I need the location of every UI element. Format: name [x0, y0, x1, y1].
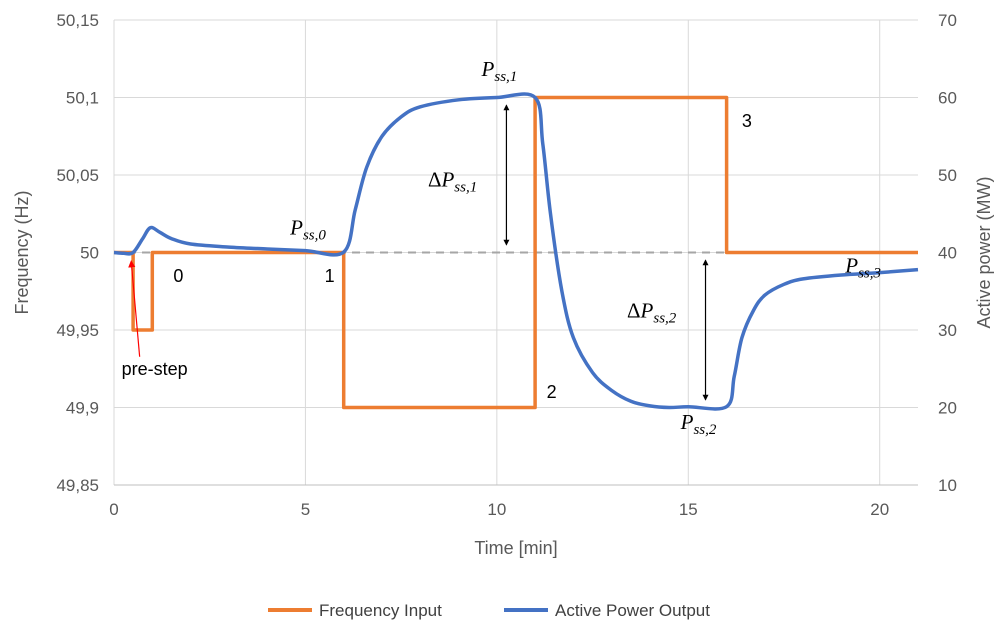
- math-label: ΔPss,2: [627, 299, 677, 327]
- y-axis-left-label: Frequency (Hz): [12, 190, 32, 314]
- axes-group: 0 5 10 15 2049,8549,949,955050,0550,150,1510…: [56, 11, 956, 519]
- y-left-tick-label: 50,1: [66, 89, 99, 108]
- x-tick-label: 5: [301, 500, 310, 519]
- y-left-tick-label: 50,15: [56, 11, 99, 30]
- annotation-label: pre-step: [122, 359, 188, 379]
- x-tick-label: 20: [870, 500, 889, 519]
- math-label: ΔPss,1: [428, 168, 477, 196]
- math-label: Pss,2: [680, 410, 717, 438]
- x-axis-label: Time [min]: [474, 538, 557, 558]
- y-right-tick-label: 40: [938, 244, 957, 263]
- y-right-tick-label: 20: [938, 399, 957, 418]
- x-tick-label: 10: [487, 500, 506, 519]
- y-axis-right-label: Active power (MW): [974, 176, 994, 328]
- y-left-tick-label: 50: [80, 244, 99, 263]
- annotation-label: 1: [325, 266, 335, 286]
- y-left-tick-label: 49,9: [66, 399, 99, 418]
- x-tick-label: 15: [679, 500, 698, 519]
- y-right-tick-label: 50: [938, 166, 957, 185]
- math-label: Pss,0: [289, 216, 326, 244]
- y-right-tick-label: 60: [938, 89, 957, 108]
- math-label: Pss,3: [844, 254, 881, 282]
- legend: Frequency Input Active Power Output: [268, 601, 710, 620]
- y-left-tick-label: 50,05: [56, 166, 99, 185]
- annotation-label: 0: [173, 266, 183, 286]
- y-right-tick-label: 30: [938, 321, 957, 340]
- annotation-label: 2: [547, 382, 557, 402]
- series-group: [113, 92, 919, 411]
- x-tick-label: 0: [109, 500, 118, 519]
- y-right-tick-label: 10: [938, 476, 957, 495]
- annotation-label: 3: [742, 111, 752, 131]
- y-left-tick-label: 49,85: [56, 476, 99, 495]
- series-line-active-power-output: [113, 92, 919, 411]
- y-left-tick-label: 49,95: [56, 321, 99, 340]
- pre-step-arrow: [128, 260, 141, 357]
- legend-label-frequency-input: Frequency Input: [319, 601, 442, 620]
- legend-label-active-power-output: Active Power Output: [555, 601, 710, 620]
- annotations-group: 0 1 2 3 pre-step Pss,0 Pss,1 Pss,2 Pss,3 ΔPss,1 ΔP…: [122, 57, 881, 438]
- y-right-tick-label: 70: [938, 11, 957, 30]
- math-label: Pss,1: [481, 57, 518, 85]
- series-line-frequency-input: [114, 95, 918, 410]
